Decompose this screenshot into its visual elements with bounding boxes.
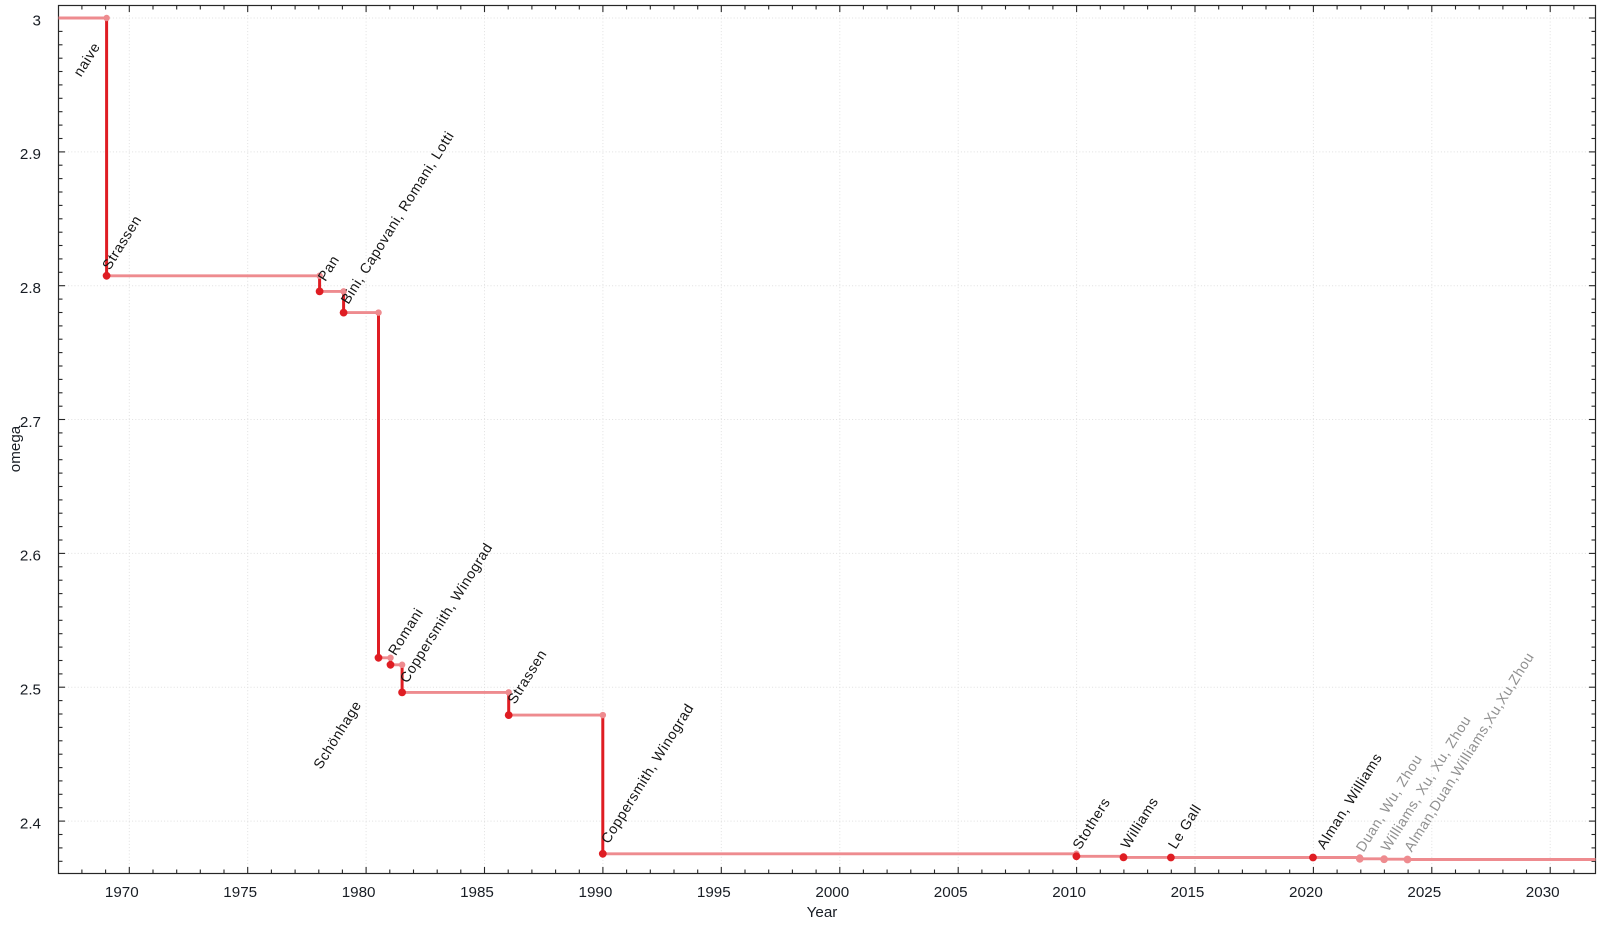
svg-text:2.9: 2.9 bbox=[20, 146, 41, 163]
svg-text:omega: omega bbox=[7, 425, 24, 472]
svg-text:2005: 2005 bbox=[934, 884, 968, 901]
svg-text:1975: 1975 bbox=[223, 884, 257, 901]
svg-text:1985: 1985 bbox=[460, 884, 494, 901]
svg-text:2025: 2025 bbox=[1407, 884, 1441, 901]
svg-text:1970: 1970 bbox=[105, 884, 139, 901]
svg-text:1990: 1990 bbox=[579, 884, 613, 901]
svg-text:1980: 1980 bbox=[342, 884, 376, 901]
svg-text:2.4: 2.4 bbox=[20, 815, 41, 832]
svg-text:2000: 2000 bbox=[815, 884, 849, 901]
svg-text:2.7: 2.7 bbox=[20, 414, 41, 431]
svg-text:2.5: 2.5 bbox=[20, 682, 41, 699]
svg-text:2010: 2010 bbox=[1052, 884, 1086, 901]
svg-text:2.8: 2.8 bbox=[20, 280, 41, 297]
svg-text:2015: 2015 bbox=[1171, 884, 1205, 901]
svg-text:1995: 1995 bbox=[697, 884, 731, 901]
svg-text:2.6: 2.6 bbox=[20, 548, 41, 565]
svg-text:2030: 2030 bbox=[1526, 884, 1560, 901]
svg-text:3: 3 bbox=[33, 12, 41, 29]
svg-text:2020: 2020 bbox=[1289, 884, 1323, 901]
svg-text:Year: Year bbox=[807, 904, 838, 920]
